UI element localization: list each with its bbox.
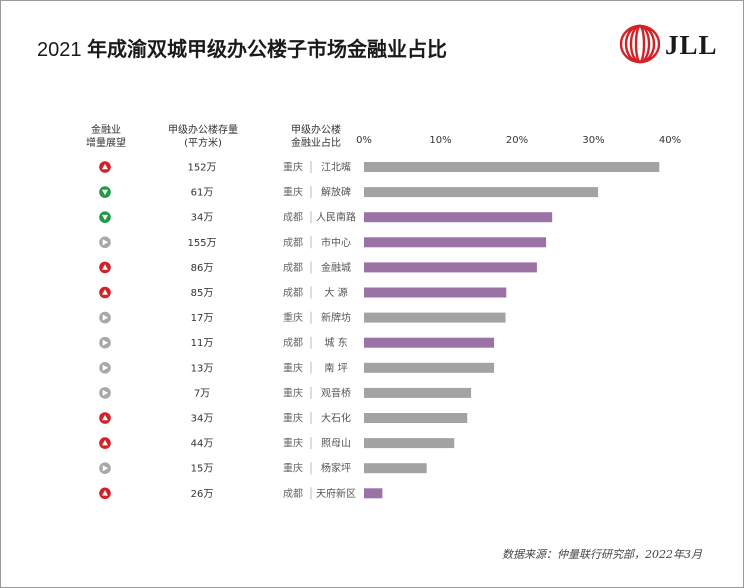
header-market-line1: 甲级办公楼: [291, 125, 341, 136]
bar: [364, 362, 495, 373]
submarket-label: 解放碑: [321, 186, 351, 199]
outlook-arrow-glyph: [102, 264, 108, 270]
bar: [364, 438, 455, 449]
x-tick-label: 20%: [506, 135, 528, 146]
outlook-arrow-glyph: [102, 414, 108, 421]
submarket-label: 照母山: [321, 438, 351, 450]
submarket-label: 观音桥: [321, 386, 351, 399]
city-label: 成都: [283, 262, 303, 274]
city-label: 重庆: [283, 186, 303, 199]
bar: [364, 212, 553, 223]
header-stock-line2: (平方米): [184, 138, 222, 149]
bar: [364, 162, 660, 172]
city-label: 重庆: [283, 412, 303, 425]
submarket-label: 城 东: [324, 336, 347, 349]
stock-value: 34万: [191, 414, 214, 425]
outlook-arrow-glyph: [102, 239, 109, 246]
bar: [364, 312, 506, 323]
x-tick-label: 40%: [659, 135, 681, 146]
outlook-arrow-glyph: [102, 490, 108, 496]
outlook-arrow-glyph: [102, 163, 108, 170]
city-label: 重庆: [283, 437, 303, 450]
city-label: 成都: [283, 237, 303, 249]
bar: [364, 488, 383, 499]
bar: [364, 463, 427, 474]
chart-title: 2021 年成渝双城甲级办公楼子市场金融业占比: [37, 33, 447, 62]
header-stock: 甲级办公楼存量 (平方米): [155, 124, 251, 150]
stock-value: 85万: [191, 288, 214, 299]
x-tick-label: 30%: [582, 135, 604, 146]
city-label: 成都: [283, 212, 303, 224]
submarket-label: 人民南路: [316, 211, 356, 224]
bar: [364, 337, 495, 348]
city-label: 重庆: [283, 386, 303, 399]
submarket-label: 新牌坊: [321, 311, 351, 324]
outlook-arrow-glyph: [102, 364, 109, 371]
submarket-label: 天府新区: [316, 487, 356, 500]
stock-value: 152万: [187, 163, 216, 174]
stock-value: 86万: [191, 263, 214, 274]
stock-value: 15万: [191, 464, 214, 475]
outlook-arrow-glyph: [102, 339, 109, 346]
jll-logo-icon: [619, 24, 661, 64]
stock-value: 34万: [191, 213, 214, 224]
x-tick-label: 0%: [356, 135, 372, 146]
stock-value: 44万: [191, 439, 214, 450]
title-text: 年成渝双城甲级办公楼子市场金融业占比: [87, 39, 448, 61]
logo-text: JLL: [665, 30, 718, 60]
outlook-arrow-glyph: [102, 439, 108, 446]
city-label: 重庆: [283, 311, 303, 324]
header-market-line2: 金融业占比: [291, 138, 341, 149]
stock-value: 155万: [187, 238, 216, 249]
stock-value: 13万: [191, 363, 214, 374]
submarket-label: 大 源: [324, 286, 347, 299]
submarket-label: 杨家坪: [321, 462, 351, 475]
stock-value: 17万: [191, 313, 214, 324]
bar: [364, 187, 599, 198]
bar: [364, 237, 547, 248]
header-outlook-line1: 金融业: [91, 125, 121, 136]
submarket-label: 南 坪: [324, 361, 347, 374]
stock-value: 7万: [194, 388, 210, 399]
outlook-arrow-glyph: [102, 314, 109, 321]
x-tick-label: 10%: [429, 135, 451, 146]
city-label: 成都: [283, 287, 303, 299]
outlook-arrow-glyph: [102, 189, 108, 196]
submarket-label: 金融城: [321, 261, 351, 274]
bar: [364, 262, 537, 273]
bar: [364, 413, 468, 423]
source-note: 数据来源：仲量联行研究部，2022年3月: [502, 548, 702, 561]
city-label: 重庆: [283, 161, 303, 174]
submarket-label: 市中心: [321, 236, 351, 249]
city-label: 重庆: [283, 462, 303, 475]
outlook-arrow-glyph: [102, 389, 109, 396]
outlook-arrow-glyph: [102, 465, 109, 472]
city-label: 成都: [283, 488, 303, 500]
city-label: 重庆: [283, 361, 303, 374]
outlook-arrow-glyph: [102, 214, 108, 221]
outlook-arrow-glyph: [102, 289, 108, 295]
city-label: 成都: [283, 337, 303, 349]
stock-value: 26万: [191, 489, 214, 500]
header-stock-line1: 甲级办公楼存量: [168, 125, 238, 136]
stock-value: 61万: [191, 188, 214, 199]
header-outlook: 金融业 增量展望: [78, 124, 134, 150]
bar: [364, 387, 472, 398]
submarket-label: 江北嘴: [321, 162, 351, 174]
title-year: 2021: [37, 39, 82, 61]
header-outlook-line2: 增量展望: [86, 138, 126, 149]
header-market: 甲级办公楼 金融业占比: [278, 124, 354, 150]
stock-value: 11万: [191, 338, 214, 349]
submarket-label: 大石化: [321, 412, 351, 425]
bar: [364, 287, 507, 298]
